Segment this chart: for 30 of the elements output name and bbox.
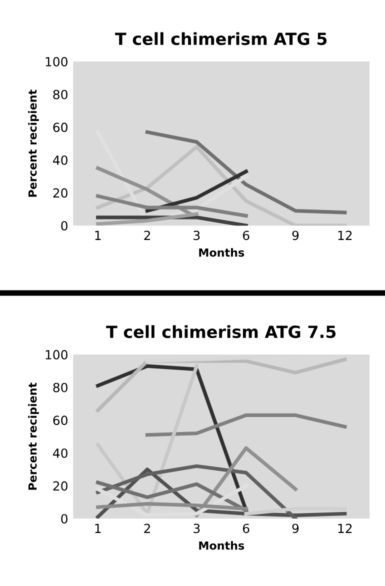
x-tick-label: 6 bbox=[242, 230, 250, 240]
y-tick-label: 0 bbox=[61, 514, 68, 524]
y-tick-label: 40 bbox=[52, 448, 68, 458]
chart-title: T cell chimerism ATG 7.5 bbox=[106, 325, 336, 338]
x-tick-label: 12 bbox=[338, 524, 352, 533]
y-tick-label: 60 bbox=[53, 416, 68, 426]
x-tick-label: 2 bbox=[144, 524, 150, 533]
x-tick-label: 2 bbox=[144, 230, 150, 240]
y-tick-label: 80 bbox=[53, 382, 68, 392]
x-axis-title: Months bbox=[199, 541, 244, 550]
x-tick-label: 1 bbox=[95, 524, 101, 533]
x-tick-label: 3 bbox=[194, 524, 200, 534]
x-tick-label: 1 bbox=[95, 230, 101, 240]
x-tick-label: 6 bbox=[242, 524, 250, 534]
y-axis-title: Percent recipient bbox=[28, 90, 39, 197]
y-tick-label: 40 bbox=[52, 155, 68, 165]
chart-title: T cell chimerism ATG 5 bbox=[115, 32, 327, 46]
y-tick-label: 80 bbox=[53, 90, 68, 100]
x-tick-label: 9 bbox=[292, 524, 299, 534]
y-tick-label: 20 bbox=[53, 188, 68, 198]
y-tick-label: 60 bbox=[53, 122, 68, 132]
y-tick-label: 100 bbox=[46, 350, 68, 360]
x-axis-title: Months bbox=[199, 248, 244, 257]
y-axis-title: Percent recipient bbox=[28, 382, 39, 490]
x-tick-label: 12 bbox=[338, 230, 352, 240]
y-tick-label: 100 bbox=[46, 57, 68, 66]
x-tick-label: 3 bbox=[194, 230, 200, 240]
y-tick-label: 20 bbox=[53, 481, 68, 491]
x-tick-label: 9 bbox=[292, 230, 299, 240]
y-tick-label: 0 bbox=[61, 221, 68, 231]
